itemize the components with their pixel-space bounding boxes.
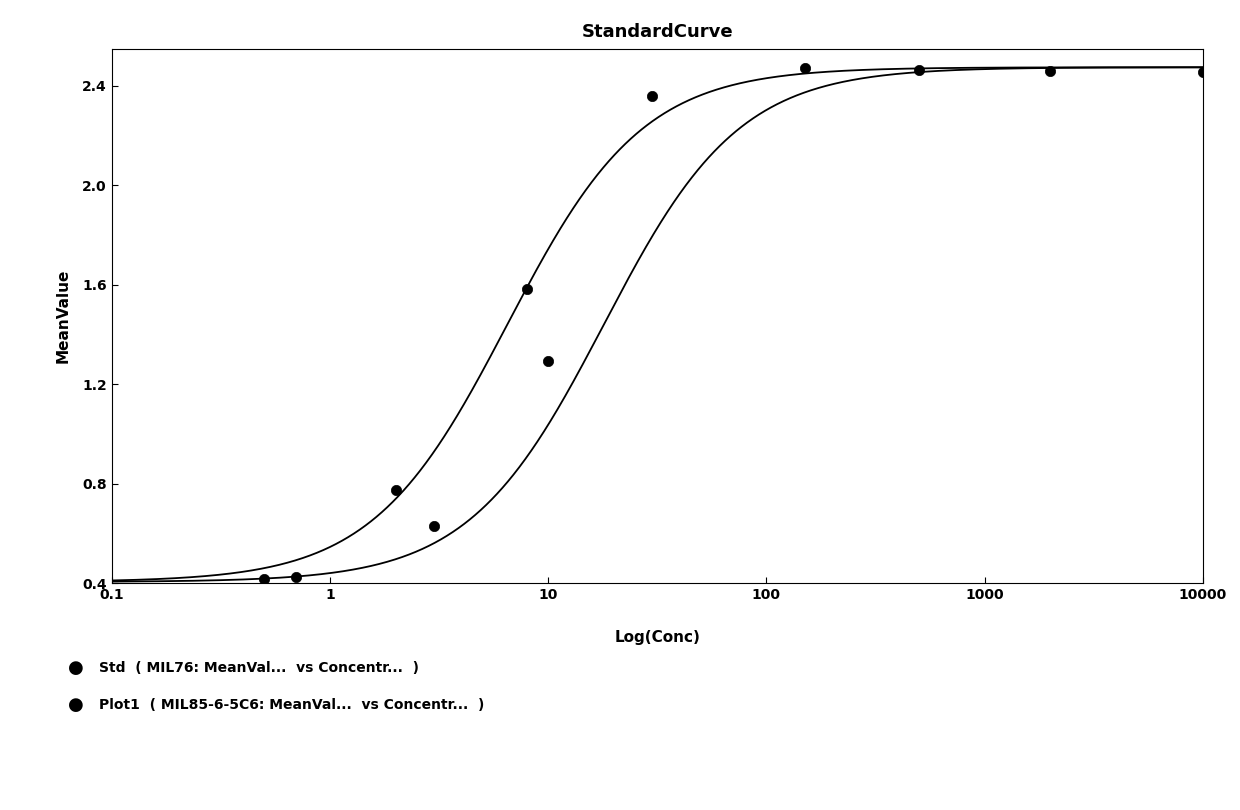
Point: [286, 570, 306, 583]
Text: ●: ●: [68, 696, 84, 714]
Point: [538, 354, 558, 367]
Text: Std  ( MIL76: MeanVal...  vs Concentr...  ): Std ( MIL76: MeanVal... vs Concentr... ): [99, 661, 419, 676]
Point: [386, 484, 405, 497]
Point: [642, 89, 662, 102]
Point: [909, 63, 929, 76]
Text: Plot1  ( MIL85-6-5C6: MeanVal...  vs Concentr...  ): Plot1 ( MIL85-6-5C6: MeanVal... vs Conce…: [99, 697, 485, 712]
Text: ●: ●: [68, 659, 84, 677]
Point: [254, 573, 274, 586]
Title: StandardCurve: StandardCurve: [582, 23, 733, 41]
Y-axis label: MeanValue: MeanValue: [56, 269, 71, 363]
Point: [424, 519, 444, 532]
Point: [1193, 66, 1213, 79]
Point: [517, 282, 537, 295]
X-axis label: Log(Conc): Log(Conc): [614, 630, 701, 645]
Point: [1040, 65, 1060, 78]
Point: [795, 62, 815, 75]
